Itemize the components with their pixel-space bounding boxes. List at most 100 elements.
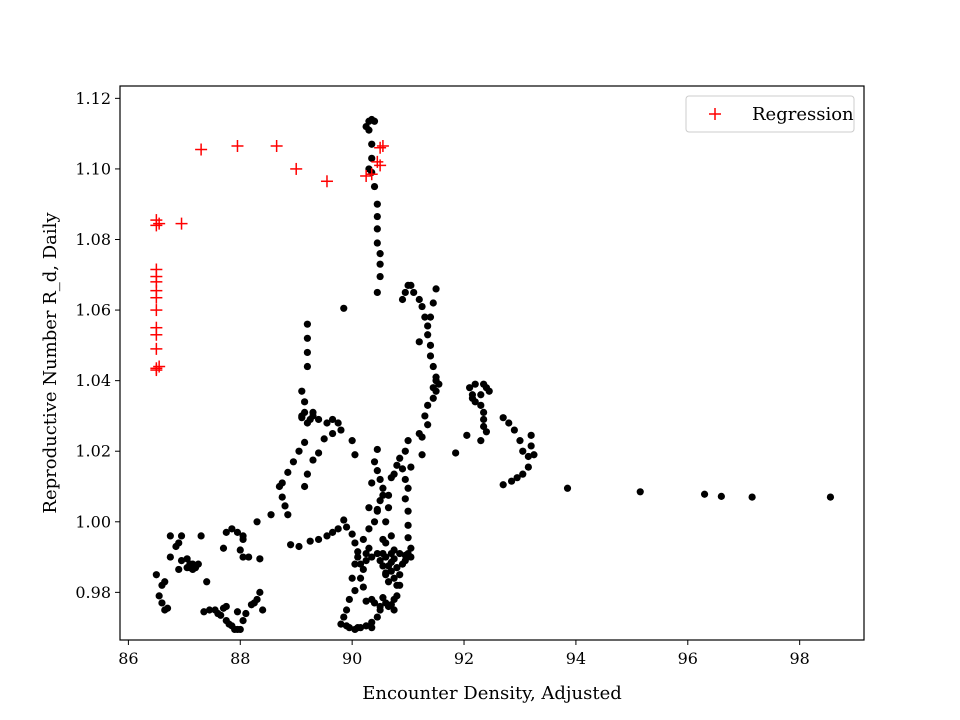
- data-point: [348, 574, 356, 582]
- data-point: [393, 581, 401, 589]
- data-point: [393, 564, 401, 572]
- data-point: [356, 560, 365, 568]
- data-point: [432, 285, 440, 293]
- data-point: [253, 518, 261, 526]
- data-point: [700, 490, 709, 498]
- data-point: [284, 511, 292, 519]
- data-point: [463, 431, 471, 439]
- data-point: [166, 553, 174, 561]
- regression-point: [150, 304, 163, 317]
- data-point: [362, 549, 370, 558]
- data-point: [337, 620, 345, 628]
- data-point: [354, 553, 362, 561]
- data-point: [418, 302, 426, 311]
- data-point: [368, 595, 376, 604]
- data-point: [309, 412, 317, 420]
- data-point: [407, 544, 415, 552]
- data-point: [424, 421, 432, 429]
- data-point: [379, 594, 387, 602]
- x-tick-label: 88: [230, 649, 250, 668]
- data-point: [424, 331, 432, 339]
- data-point: [303, 348, 311, 357]
- data-point: [527, 442, 535, 450]
- data-point: [499, 414, 507, 422]
- data-point: [404, 507, 412, 515]
- data-point: [373, 212, 381, 221]
- data-point: [303, 470, 311, 478]
- data-point: [410, 288, 418, 297]
- data-point: [155, 592, 163, 600]
- data-point: [376, 557, 384, 565]
- data-point: [368, 140, 376, 148]
- data-point: [365, 525, 373, 533]
- data-point: [376, 602, 384, 611]
- data-point: [373, 467, 381, 475]
- data-point: [256, 588, 264, 596]
- data-point: [183, 555, 191, 563]
- data-point: [398, 295, 407, 304]
- data-point: [401, 288, 409, 297]
- data-point: [301, 408, 309, 417]
- data-point: [351, 451, 359, 459]
- data-point: [163, 604, 172, 612]
- data-point: [348, 530, 356, 538]
- data-point: [295, 447, 303, 455]
- data-point: [233, 608, 242, 616]
- data-point: [368, 553, 376, 561]
- regression-point: [374, 141, 387, 154]
- data-point: [519, 470, 527, 478]
- data-point: [166, 532, 174, 540]
- data-point: [306, 537, 314, 545]
- data-point: [365, 504, 373, 512]
- data-point: [421, 412, 429, 420]
- data-point: [370, 458, 379, 466]
- data-point: [368, 154, 376, 162]
- data-point: [175, 539, 183, 547]
- data-point: [510, 426, 518, 434]
- data-point: [379, 535, 387, 544]
- data-point: [429, 394, 437, 402]
- data-point: [309, 456, 317, 464]
- data-point: [301, 482, 309, 491]
- data-point: [480, 415, 488, 424]
- data-point: [267, 511, 275, 519]
- data-point: [373, 239, 381, 247]
- y-tick-label: 1.10: [75, 159, 111, 178]
- data-point: [527, 431, 535, 439]
- regression-point: [153, 360, 166, 373]
- data-point: [505, 419, 513, 427]
- legend-label: Regression: [752, 104, 854, 125]
- data-point: [384, 491, 393, 499]
- data-point: [298, 414, 306, 422]
- data-point: [373, 288, 381, 297]
- data-point: [748, 493, 756, 501]
- data-point: [314, 449, 323, 457]
- data-point: [233, 528, 242, 536]
- axis-ticks: 86 88 90 92 94 96 98 0.98 1.00 1.02 1.04 1.06 1.08 1.…: [75, 89, 809, 668]
- regression-point: [360, 169, 373, 182]
- data-point: [362, 622, 370, 630]
- data-point: [398, 465, 407, 473]
- data-point: [401, 495, 409, 503]
- data-point: [398, 560, 407, 568]
- data-point: [362, 597, 370, 605]
- data-point: [197, 532, 205, 540]
- plot-frame: [119, 85, 865, 641]
- regression-point: [270, 139, 283, 152]
- data-point: [175, 565, 183, 574]
- regression-point: [231, 139, 244, 152]
- data-point: [328, 528, 337, 536]
- data-point: [351, 560, 359, 568]
- data-point: [429, 362, 437, 371]
- x-axis-label: Encounter Density, Adjusted: [362, 683, 622, 704]
- x-tick-label: 90: [342, 649, 362, 668]
- data-point: [219, 544, 228, 552]
- x-tick-label: 98: [789, 649, 809, 668]
- data-point: [393, 461, 401, 469]
- data-point: [161, 578, 169, 586]
- data-point: [376, 497, 384, 505]
- data-point: [340, 304, 348, 312]
- data-point: [354, 548, 362, 556]
- regression-point: [153, 217, 166, 230]
- data-point: [186, 564, 194, 572]
